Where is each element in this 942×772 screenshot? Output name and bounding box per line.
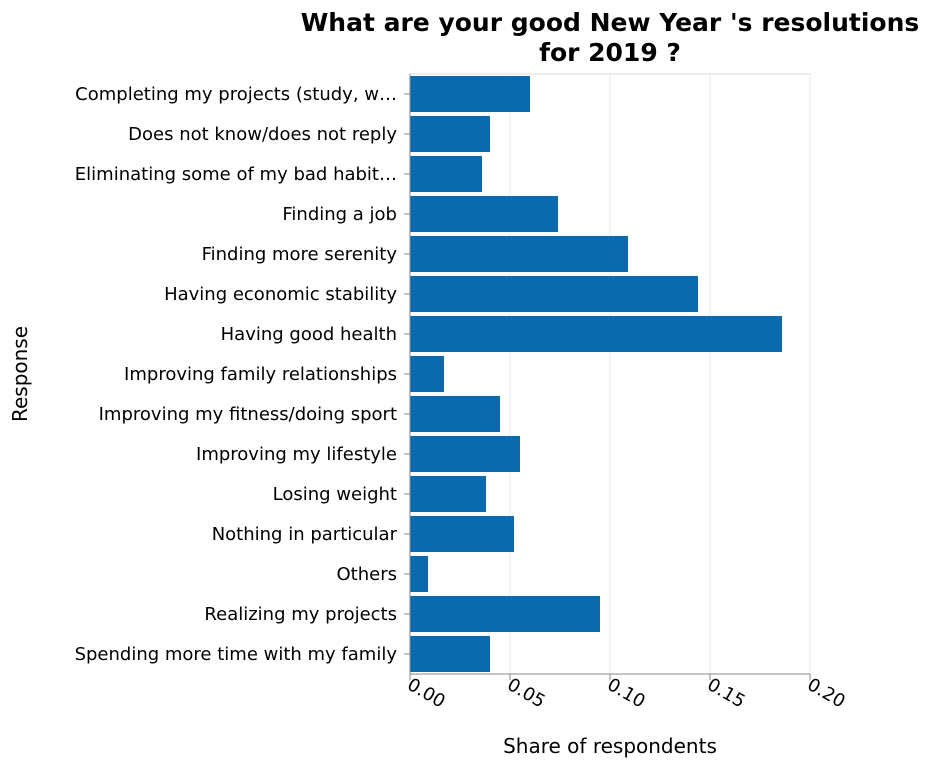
category-label: Eliminating some of my bad habit…: [75, 164, 397, 185]
x-tick-label: 0.10: [604, 674, 649, 712]
label-layer: 0.00 0.05 0.10 0.15 0.20 Completing my projec…: [75, 84, 849, 712]
chart-title-line-2: for 2019 ?: [539, 38, 681, 67]
category-label: Spending more time with my family: [75, 644, 398, 665]
bar-layer: [410, 76, 782, 672]
x-tick-label: 0.00: [404, 674, 449, 712]
bar: [410, 276, 698, 312]
bar: [410, 76, 530, 112]
bar: [410, 516, 514, 552]
category-label: Having good health: [221, 324, 397, 345]
bar: [410, 196, 558, 232]
bar: [410, 116, 490, 152]
x-tick-label: 0.15: [704, 674, 749, 712]
category-label: Finding a job: [282, 204, 397, 225]
category-label: Losing weight: [273, 484, 397, 505]
bar: [410, 156, 482, 192]
category-label: Does not know/does not reply: [128, 124, 397, 145]
bar: [410, 476, 486, 512]
category-label: Completing my projects (study, w…: [75, 84, 397, 105]
bar: [410, 556, 428, 592]
category-label: Others: [337, 564, 398, 585]
category-label: Realizing my projects: [204, 604, 397, 625]
category-label: Improving family relationships: [124, 364, 397, 385]
bar: [410, 396, 500, 432]
category-label: Improving my fitness/doing sport: [99, 404, 397, 425]
bar: [410, 596, 600, 632]
category-label: Having economic stability: [164, 284, 397, 305]
category-label: Improving my lifestyle: [196, 444, 397, 465]
bar: [410, 236, 628, 272]
category-label: Finding more serenity: [202, 244, 398, 265]
chart-title-line-1: What are your good New Year 's resolutio…: [301, 8, 920, 37]
category-label: Nothing in particular: [212, 524, 398, 545]
bar: [410, 316, 782, 352]
x-axis-title: Share of respondents: [503, 734, 717, 758]
y-axis-title: Response: [8, 326, 32, 422]
x-tick-label: 0.05: [504, 674, 549, 712]
bar: [410, 436, 520, 472]
bar: [410, 356, 444, 392]
bar: [410, 636, 490, 672]
x-tick-label: 0.20: [804, 674, 849, 712]
